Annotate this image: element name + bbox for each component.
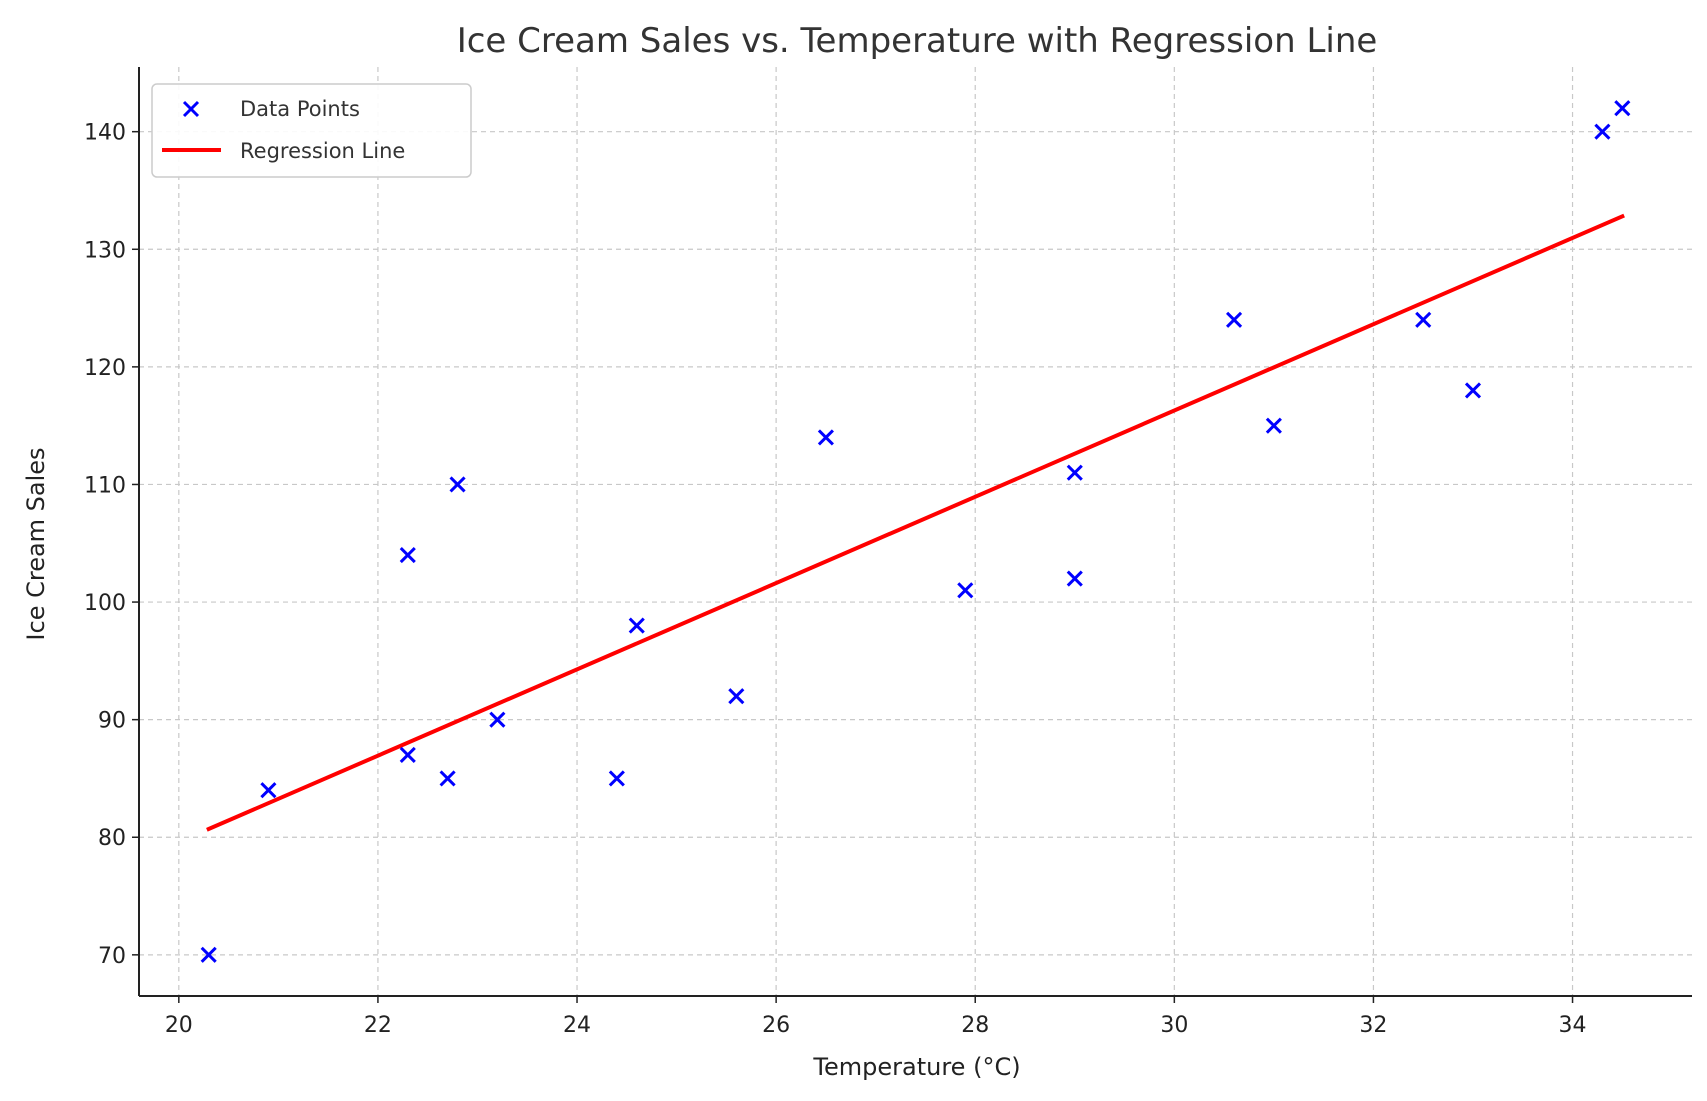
y-tick-label: 140: [84, 121, 126, 146]
data-point-marker: [817, 429, 834, 446]
y-tick-label: 70: [98, 944, 126, 969]
data-point-marker: [1265, 417, 1282, 434]
y-tick-label: 110: [84, 473, 126, 498]
data-point-marker: [957, 582, 974, 599]
y-tick-label: 80: [98, 826, 126, 851]
data-point-marker: [1614, 100, 1631, 117]
x-tick-label: 24: [563, 1013, 591, 1038]
data-points-layer: [200, 100, 1631, 963]
data-point-marker: [728, 688, 745, 705]
data-point-marker: [1066, 464, 1083, 481]
legend: Data Points Regression Line: [151, 83, 472, 178]
x-axis-ticks: 20 22 24 26 28 30 32 34: [165, 996, 1587, 1038]
data-point-marker: [628, 617, 645, 634]
data-point-marker: [399, 546, 416, 564]
grid-lines: [139, 67, 1692, 996]
legend-label-data-points: Data Points: [240, 97, 360, 121]
regression-line: [206, 213, 1625, 832]
x-tick-label: 26: [762, 1013, 790, 1038]
data-point-marker: [489, 711, 506, 728]
x-tick-label: 32: [1359, 1013, 1387, 1038]
data-point-marker: [260, 782, 277, 799]
y-tick-label: 120: [84, 356, 126, 381]
x-axis-label: Temperature (°C): [812, 1053, 1020, 1081]
axes: [138, 67, 1692, 997]
data-point-marker: [439, 770, 456, 787]
x-tick-label: 34: [1559, 1013, 1587, 1038]
x-tick-label: 30: [1160, 1013, 1188, 1038]
legend-label-regression-line: Regression Line: [240, 139, 405, 163]
y-axis-label: Ice Cream Sales: [22, 447, 50, 640]
chart-title: Ice Cream Sales vs. Temperature with Reg…: [457, 21, 1378, 61]
data-point-marker: [399, 746, 416, 763]
y-axis-ticks: 70 80 90 100 110 120 130 140: [84, 121, 139, 969]
data-point-marker: [1226, 311, 1243, 328]
data-point-marker: [1066, 570, 1083, 587]
y-tick-label: 130: [84, 238, 126, 263]
y-tick-label: 90: [98, 709, 126, 734]
x-tick-label: 28: [961, 1013, 989, 1038]
regression-line-layer: [206, 213, 1625, 832]
data-point-marker: [449, 476, 466, 493]
data-point-marker: [1415, 311, 1432, 328]
x-tick-label: 22: [364, 1013, 392, 1038]
y-tick-label: 100: [84, 591, 126, 616]
data-point-marker: [1594, 123, 1611, 140]
data-point-marker: [200, 946, 217, 963]
x-tick-label: 20: [165, 1013, 193, 1038]
legend-x-marker: [182, 100, 200, 118]
data-point-marker: [1464, 382, 1482, 399]
legend-box: [151, 83, 472, 178]
data-point-marker: [608, 770, 625, 787]
legend-data-points-marker: [182, 100, 200, 118]
